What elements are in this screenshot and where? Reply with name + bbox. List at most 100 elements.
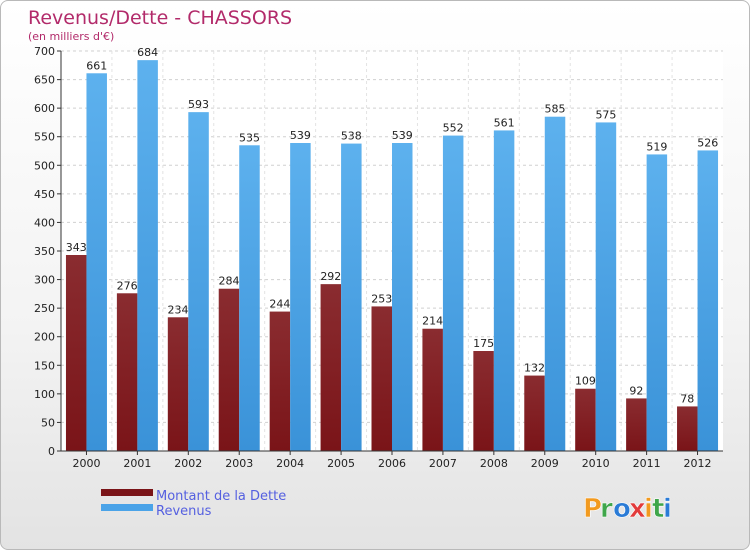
proxiti-logo: Pr oxi ti	[583, 494, 673, 525]
y-tick-label: 700	[34, 45, 55, 58]
bar-revenus	[341, 143, 362, 452]
data-label-revenus: 575	[595, 108, 616, 121]
chart-subtitle: (en milliers d'€)	[28, 30, 114, 43]
x-tick-label: 2008	[480, 457, 508, 470]
x-tick-label: 2010	[582, 457, 610, 470]
logo-letter: i	[663, 494, 672, 524]
x-tick-label: 2012	[684, 457, 712, 470]
data-label-dette: 78	[680, 392, 694, 405]
y-tick-label: 400	[34, 216, 55, 229]
data-label-dette: 109	[575, 375, 596, 388]
bar-revenus	[86, 73, 107, 452]
bar-dette	[167, 317, 189, 451]
legend-label-revenus: Revenus	[156, 504, 212, 519]
data-labels: 343 661 276 684 234 593 284 535 244 539 292 538 253 5…	[66, 46, 719, 405]
chart-title: Revenus/Dette - CHASSORS	[28, 7, 292, 29]
bar-dette	[269, 311, 291, 451]
x-tick-label: 2009	[531, 457, 559, 470]
legend-swatch-revenus	[101, 504, 153, 511]
bar-revenus	[493, 130, 515, 451]
data-label-revenus: 538	[341, 130, 362, 143]
y-tick-label: 550	[34, 131, 55, 144]
bar-dette	[320, 284, 342, 451]
y-tick-label: 200	[34, 331, 55, 344]
y-tick-label: 500	[34, 159, 55, 172]
bar-revenus	[595, 122, 617, 451]
data-label-dette: 276	[117, 279, 138, 292]
x-tick-label: 2007	[429, 457, 457, 470]
data-label-dette: 92	[629, 384, 643, 397]
bar-dette	[575, 388, 596, 451]
logo-letter: t	[652, 494, 664, 524]
bar-revenus	[646, 154, 668, 451]
x-tick-label: 2004	[276, 457, 304, 470]
data-label-revenus: 539	[290, 129, 311, 142]
x-tick-label: 2011	[633, 457, 661, 470]
y-tick-label: 100	[34, 388, 55, 401]
data-label-revenus: 684	[137, 46, 158, 59]
data-label-revenus: 526	[697, 136, 718, 149]
bar-dette	[65, 255, 87, 451]
bar-revenus	[188, 112, 209, 452]
data-label-revenus: 535	[239, 131, 260, 144]
y-tick-label: 0	[48, 445, 55, 458]
x-tick-label: 2000	[72, 457, 100, 470]
data-label-dette: 284	[218, 275, 239, 288]
bar-dette	[218, 288, 240, 451]
bar-revenus	[290, 143, 311, 451]
y-tick-label: 150	[34, 359, 55, 372]
data-label-revenus: 661	[86, 59, 107, 72]
bar-revenus	[392, 143, 413, 451]
data-label-revenus: 552	[443, 122, 464, 135]
bar-dette	[473, 351, 494, 451]
bar-dette	[422, 328, 443, 451]
y-tick-label: 650	[34, 74, 55, 87]
data-label-dette: 175	[473, 337, 494, 350]
bars	[65, 60, 719, 452]
x-tick-label: 2001	[123, 457, 151, 470]
data-label-revenus: 539	[392, 129, 413, 142]
bar-dette	[677, 406, 698, 451]
data-label-revenus: 593	[188, 98, 209, 111]
bar-revenus	[137, 60, 158, 452]
data-label-dette: 234	[168, 303, 189, 316]
logo-letter: x	[629, 494, 646, 524]
data-label-dette: 292	[320, 270, 341, 283]
bar-revenus	[442, 135, 464, 452]
x-tick-label: 2006	[378, 457, 406, 470]
data-label-dette: 132	[524, 362, 545, 375]
y-tick-label: 50	[41, 416, 55, 429]
legend-label-dette: Montant de la Dette	[156, 489, 286, 504]
bar-revenus	[697, 150, 719, 451]
bar-dette	[524, 375, 545, 451]
bar-revenus	[239, 145, 260, 452]
legend-swatch-dette	[101, 489, 153, 496]
data-label-dette: 214	[422, 315, 443, 328]
y-tick-label: 250	[34, 302, 55, 315]
data-label-revenus: 519	[646, 140, 667, 153]
y-tick-label: 350	[34, 245, 55, 258]
y-tick-label: 450	[34, 188, 55, 201]
legend: Montant de la Dette Revenus	[101, 489, 286, 519]
bar-dette	[371, 306, 392, 451]
y-tick-label: 300	[34, 274, 55, 287]
bar-dette	[626, 398, 647, 451]
y-tick-label: 600	[34, 102, 55, 115]
data-label-dette: 253	[371, 292, 392, 305]
x-tick-label: 2003	[225, 457, 253, 470]
logo-letter: P	[583, 494, 602, 524]
logo-letter: r	[600, 494, 613, 524]
bar-revenus	[544, 116, 566, 451]
bar-dette	[116, 293, 138, 451]
x-tick-label: 2002	[174, 457, 202, 470]
logo-letter: o	[613, 494, 631, 524]
x-tick-label: 2005	[327, 457, 355, 470]
data-label-revenus: 561	[494, 116, 515, 129]
data-label-dette: 244	[269, 298, 290, 311]
data-label-revenus: 585	[545, 103, 566, 116]
data-label-dette: 343	[66, 241, 87, 254]
logo-letter: i	[644, 494, 653, 524]
axes: 0 50 100 150 200 250 300 350 400 450 500 550 600 650 7…	[34, 45, 723, 470]
